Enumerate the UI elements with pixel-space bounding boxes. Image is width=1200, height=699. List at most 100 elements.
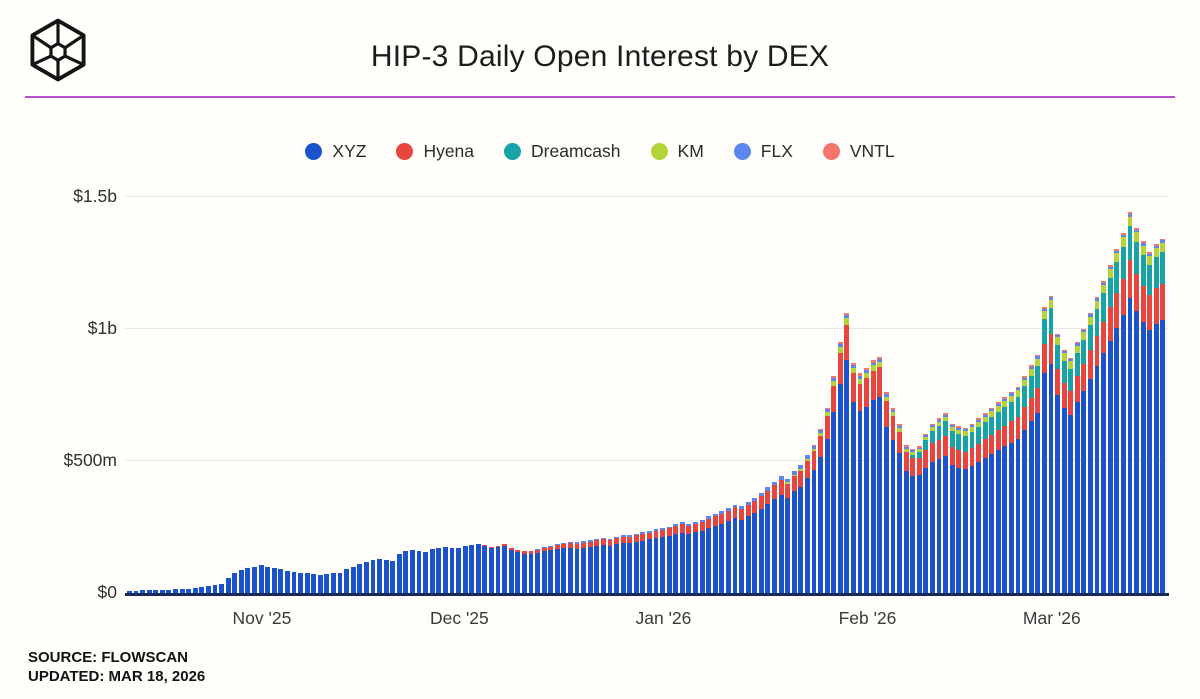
stacked-bar[interactable] xyxy=(1041,307,1047,593)
stacked-bar[interactable] xyxy=(811,444,817,593)
stacked-bar[interactable] xyxy=(548,545,554,593)
stacked-bar[interactable] xyxy=(581,541,587,593)
stacked-bar[interactable] xyxy=(304,573,310,593)
stacked-bar[interactable] xyxy=(535,549,540,593)
stacked-bar[interactable] xyxy=(456,547,461,593)
legend-item-dreamcash[interactable]: Dreamcash xyxy=(504,141,621,162)
stacked-bar[interactable] xyxy=(1140,241,1146,593)
stacked-bar[interactable] xyxy=(442,547,448,593)
stacked-bar[interactable] xyxy=(1009,391,1014,593)
stacked-bar[interactable] xyxy=(752,497,758,593)
stacked-bar[interactable] xyxy=(903,444,909,593)
stacked-bar[interactable] xyxy=(712,513,718,593)
stacked-bar[interactable] xyxy=(1035,354,1041,593)
stacked-bar[interactable] xyxy=(765,487,771,593)
stacked-bar[interactable] xyxy=(982,412,988,593)
stacked-bar[interactable] xyxy=(390,561,396,593)
stacked-bar[interactable] xyxy=(173,589,178,593)
stacked-bar[interactable] xyxy=(778,476,784,593)
stacked-bar[interactable] xyxy=(410,549,415,593)
stacked-bar[interactable] xyxy=(877,356,883,593)
stacked-bar[interactable] xyxy=(1114,249,1120,593)
stacked-bar[interactable] xyxy=(1094,296,1100,593)
stacked-bar[interactable] xyxy=(482,545,488,593)
legend-item-km[interactable]: KM xyxy=(650,141,704,162)
stacked-bar[interactable] xyxy=(271,567,277,593)
stacked-bar[interactable] xyxy=(252,566,257,593)
stacked-bar[interactable] xyxy=(745,501,751,593)
stacked-bar[interactable] xyxy=(238,569,244,593)
stacked-bar[interactable] xyxy=(528,550,534,593)
stacked-bar[interactable] xyxy=(225,578,231,593)
stacked-bar[interactable] xyxy=(1160,238,1166,593)
stacked-bar[interactable] xyxy=(377,559,382,593)
stacked-bar[interactable] xyxy=(1107,265,1113,593)
stacked-bar[interactable] xyxy=(186,588,192,593)
stacked-bar[interactable] xyxy=(725,508,731,593)
stacked-bar[interactable] xyxy=(245,567,251,593)
stacked-bar[interactable] xyxy=(693,521,698,593)
stacked-bar[interactable] xyxy=(1028,365,1034,593)
stacked-bar[interactable] xyxy=(897,423,902,593)
stacked-bar[interactable] xyxy=(331,573,336,593)
stacked-bar[interactable] xyxy=(930,423,935,593)
stacked-bar[interactable] xyxy=(883,391,889,593)
stacked-bar[interactable] xyxy=(159,589,165,593)
stacked-bar[interactable] xyxy=(804,455,810,593)
stacked-bar[interactable] xyxy=(798,465,804,593)
stacked-bar[interactable] xyxy=(258,565,264,593)
stacked-bar[interactable] xyxy=(732,504,738,593)
stacked-bar[interactable] xyxy=(719,511,725,593)
stacked-bar[interactable] xyxy=(1061,349,1067,593)
stacked-bar[interactable] xyxy=(284,570,290,593)
stacked-bar[interactable] xyxy=(620,534,626,593)
stacked-bar[interactable] xyxy=(554,543,560,593)
stacked-bar[interactable] xyxy=(837,341,843,593)
stacked-bar[interactable] xyxy=(989,407,995,593)
stacked-bar[interactable] xyxy=(831,376,837,593)
stacked-bar[interactable] xyxy=(396,553,402,593)
stacked-bar[interactable] xyxy=(1015,386,1021,593)
stacked-bar[interactable] xyxy=(706,516,712,593)
stacked-bar[interactable] xyxy=(521,551,527,593)
stacked-bar[interactable] xyxy=(818,428,823,593)
stacked-bar[interactable] xyxy=(976,418,981,593)
stacked-bar[interactable] xyxy=(298,572,303,593)
stacked-bar[interactable] xyxy=(1127,212,1133,593)
stacked-bar[interactable] xyxy=(495,545,501,593)
stacked-bar[interactable] xyxy=(653,529,659,593)
stacked-bar[interactable] xyxy=(772,481,777,593)
stacked-bar[interactable] xyxy=(614,536,619,593)
stacked-bar[interactable] xyxy=(166,589,172,593)
stacked-bar[interactable] xyxy=(515,549,521,593)
stacked-bar[interactable] xyxy=(291,571,297,593)
stacked-bar[interactable] xyxy=(943,413,949,593)
stacked-bar[interactable] xyxy=(344,569,350,593)
stacked-bar[interactable] xyxy=(403,551,409,593)
stacked-bar[interactable] xyxy=(1074,341,1080,593)
stacked-bar[interactable] xyxy=(423,551,429,593)
stacked-bar[interactable] xyxy=(317,574,323,593)
stacked-bar[interactable] xyxy=(133,590,139,593)
stacked-bar[interactable] xyxy=(962,427,968,593)
stacked-bar[interactable] xyxy=(350,566,356,593)
stacked-bar[interactable] xyxy=(429,549,435,593)
stacked-bar[interactable] xyxy=(627,535,633,593)
stacked-bar[interactable] xyxy=(502,544,508,593)
stacked-bar[interactable] xyxy=(311,574,317,593)
stacked-bar[interactable] xyxy=(265,566,271,593)
stacked-bar[interactable] xyxy=(647,530,652,593)
stacked-bar[interactable] xyxy=(1048,295,1054,593)
stacked-bar[interactable] xyxy=(587,540,593,593)
stacked-bar[interactable] xyxy=(219,583,224,593)
stacked-bar[interactable] xyxy=(1081,328,1087,593)
stacked-bar[interactable] xyxy=(686,523,692,593)
stacked-bar[interactable] xyxy=(1147,251,1153,593)
stacked-bar[interactable] xyxy=(633,533,639,593)
stacked-bar[interactable] xyxy=(1153,244,1159,593)
stacked-bar[interactable] xyxy=(739,505,744,593)
stacked-bar[interactable] xyxy=(936,418,942,593)
legend-item-flx[interactable]: FLX xyxy=(733,141,793,162)
stacked-bar[interactable] xyxy=(666,526,672,593)
stacked-bar[interactable] xyxy=(416,550,422,593)
